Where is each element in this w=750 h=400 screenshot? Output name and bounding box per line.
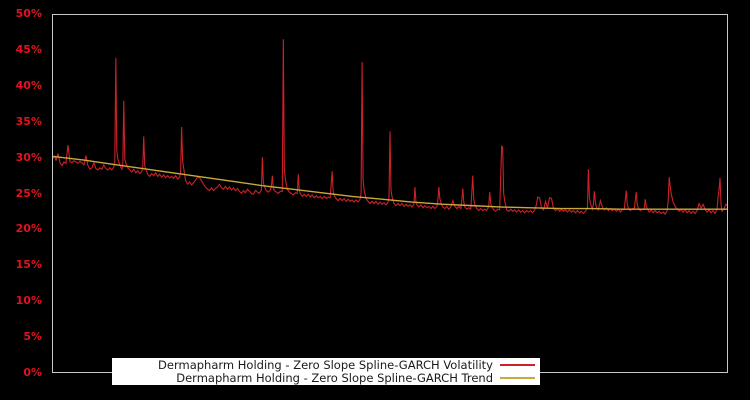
y-axis-tick-label: 35% <box>15 114 42 128</box>
legend-label-volatility: Dermapharm Holding - Zero Slope Spline-G… <box>158 357 493 372</box>
y-axis-tick-label: 50% <box>15 7 42 20</box>
y-axis-tick-label: 20% <box>15 222 42 236</box>
chart-canvas <box>53 39 727 216</box>
plot-area: Dermapharm Holding - Zero Slope Spline-G… <box>52 14 728 385</box>
y-axis-tick-label: 40% <box>15 78 42 92</box>
chart-legend: Dermapharm Holding - Zero Slope Spline-G… <box>112 358 540 385</box>
trend-line-swatch <box>500 377 535 379</box>
y-axis-tick-label: 45% <box>15 42 42 56</box>
y-axis: 50% 45% 40% 35% 30% 25% 20% 15% 10% 5% 0% <box>0 0 45 400</box>
y-axis-tick-label: 30% <box>15 150 42 164</box>
volatility-line <box>53 39 727 216</box>
legend-entry-trend: Dermapharm Holding - Zero Slope Spline-G… <box>112 370 535 385</box>
y-axis-tick-label: 0% <box>23 366 42 379</box>
legend-label-trend: Dermapharm Holding - Zero Slope Spline-G… <box>176 370 493 385</box>
legend-entry-volatility: Dermapharm Holding - Zero Slope Spline-G… <box>112 357 535 372</box>
y-axis-tick-label: 10% <box>15 294 42 308</box>
trend-line <box>53 155 727 210</box>
y-axis-tick-label: 25% <box>15 186 42 200</box>
volatility-line-swatch <box>500 364 535 366</box>
y-axis-tick-label: 15% <box>15 258 42 272</box>
y-axis-tick-label: 5% <box>23 330 42 344</box>
